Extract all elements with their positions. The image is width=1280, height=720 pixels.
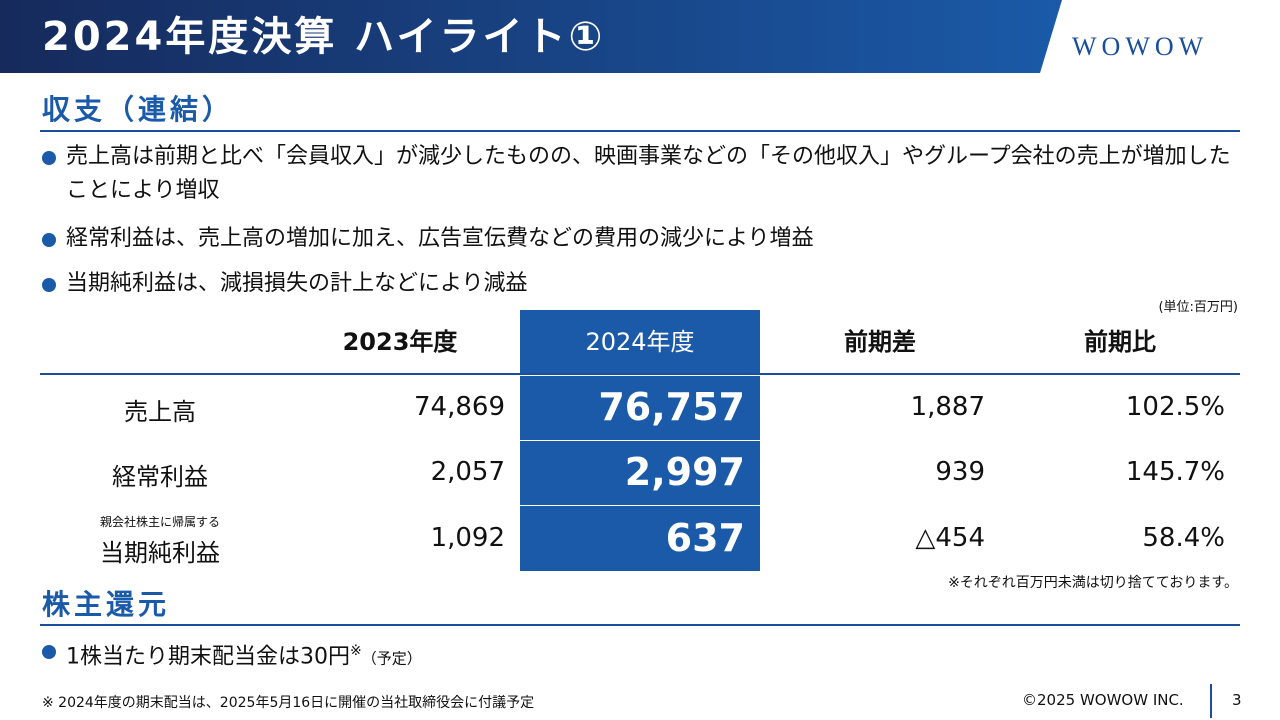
table-cell: 1,092 [430, 523, 505, 553]
copyright: ©2025 WOWOW INC. [1022, 691, 1184, 709]
table-cell: 102.5% [1125, 392, 1225, 422]
table-cell: 58.4% [1142, 523, 1225, 553]
table-cell: △454 [915, 523, 985, 553]
table-cell: 637 [665, 516, 745, 560]
row-label: 売上高 [124, 398, 196, 426]
bullet: 当期純利益は、減損損失の計上などにより減益 [42, 267, 528, 301]
highlight-cell [520, 506, 760, 571]
highlight-header [520, 310, 760, 374]
footnote-mark: ※ [350, 643, 362, 659]
section-heading: 株主還元 [42, 588, 171, 621]
table-cell: 145.7% [1125, 457, 1225, 487]
bullet: 経常利益は、売上高の増加に加え、広告宣伝費などの費用の減少により増益 [42, 222, 814, 256]
page-number: 3 [1232, 691, 1242, 709]
table-note: ※それぞれ百万円未満は切り捨てております。 [948, 575, 1238, 591]
rule [40, 130, 1240, 132]
bullet: 1株当たり期末配当金は30円※（予定） [42, 634, 422, 675]
footer-note: ※ 2024年度の期末配当は、2025年5月16日に開催の当社取締役会に付議予定 [42, 695, 535, 711]
logo: WOWOW [1072, 32, 1209, 61]
header-band [0, 0, 1062, 73]
column-header: 前期差 [844, 328, 916, 356]
rule [40, 373, 1240, 375]
row-label: 当期純利益 [100, 539, 220, 567]
table-cell: 939 [935, 457, 985, 487]
title: 2024年度決算 ハイライト① [42, 14, 606, 60]
column-header: 2023年度 [342, 328, 458, 356]
table-cell: 76,757 [598, 385, 745, 429]
table-cell: 74,869 [414, 392, 505, 422]
table-cell: 1,887 [910, 392, 985, 422]
rule [40, 624, 1240, 626]
bullet-text: 1株当たり期末配当金は30円 [66, 644, 350, 670]
table-cell: 2,057 [430, 457, 505, 487]
bullet: 売上高は前期と比べ「会員収入」が減少したものの、映画事業などの「その他収入」やグ… [42, 140, 1246, 208]
table-cell: 2,997 [624, 450, 745, 494]
highlight-cell [520, 441, 760, 505]
column-header: 前期比 [1084, 328, 1156, 356]
unit: (単位:百万円) [1158, 300, 1238, 315]
row-sublabel: 親会社株主に帰属する [99, 515, 220, 529]
highlight-cell [520, 376, 760, 440]
section-heading: 収支（連結） [42, 93, 235, 126]
bullet-suffix: （予定） [361, 649, 422, 668]
column-header: 2024年度 [585, 328, 695, 356]
divider [1210, 684, 1212, 718]
row-label: 経常利益 [112, 463, 208, 491]
